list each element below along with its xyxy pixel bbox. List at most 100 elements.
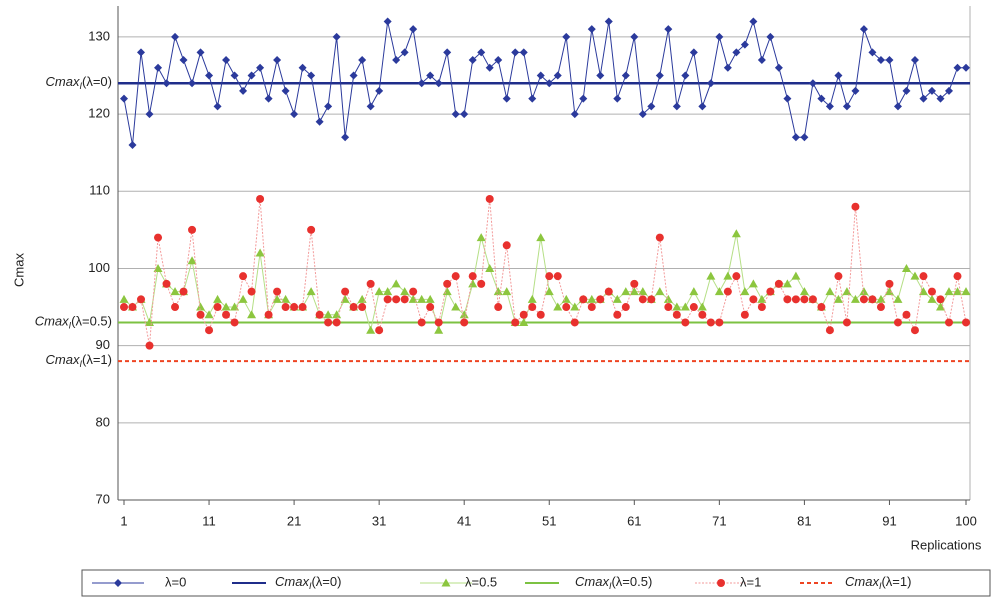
point bbox=[349, 303, 358, 312]
label-rest: (λ=0) bbox=[82, 75, 112, 90]
point bbox=[553, 71, 562, 80]
point bbox=[119, 294, 129, 303]
point bbox=[876, 56, 885, 65]
point bbox=[851, 86, 860, 95]
point bbox=[120, 303, 128, 312]
point bbox=[315, 117, 324, 126]
point bbox=[706, 79, 715, 88]
point bbox=[468, 279, 478, 288]
point bbox=[553, 272, 562, 281]
legend-marker bbox=[114, 579, 122, 587]
point bbox=[281, 86, 290, 95]
point bbox=[885, 279, 894, 288]
point bbox=[171, 303, 180, 312]
x-tick-label: 41 bbox=[457, 513, 471, 528]
point bbox=[689, 287, 699, 296]
point bbox=[332, 310, 342, 319]
x-tick-label: 91 bbox=[882, 513, 896, 528]
y-axis-label: Cmax bbox=[11, 253, 26, 287]
point bbox=[630, 32, 639, 41]
point bbox=[893, 102, 902, 111]
point bbox=[494, 303, 503, 312]
point bbox=[944, 86, 953, 95]
point bbox=[706, 271, 716, 280]
label-rest: (λ=0.5) bbox=[71, 314, 112, 329]
point bbox=[579, 295, 588, 304]
y-tick-label: 70 bbox=[96, 491, 110, 506]
point bbox=[562, 303, 571, 312]
point bbox=[681, 71, 690, 80]
point bbox=[222, 310, 231, 319]
point bbox=[868, 48, 877, 57]
point bbox=[323, 310, 333, 319]
point bbox=[247, 71, 256, 80]
point bbox=[774, 63, 783, 72]
point bbox=[799, 287, 809, 296]
x-tick-label: 21 bbox=[287, 513, 301, 528]
point bbox=[544, 287, 554, 296]
point bbox=[587, 25, 596, 34]
point bbox=[766, 32, 775, 41]
label-main: Cmax bbox=[46, 75, 80, 90]
point bbox=[307, 225, 316, 234]
point bbox=[383, 295, 392, 304]
point bbox=[570, 302, 580, 311]
point bbox=[698, 310, 707, 319]
point bbox=[740, 310, 749, 319]
point bbox=[485, 63, 494, 72]
point bbox=[842, 318, 851, 327]
point bbox=[655, 233, 664, 242]
y-tick-label: 130 bbox=[88, 28, 110, 43]
point bbox=[714, 287, 724, 296]
legend-label: λ=0.5 bbox=[465, 574, 497, 589]
point bbox=[128, 140, 137, 149]
point bbox=[885, 56, 894, 65]
point bbox=[128, 303, 137, 312]
point bbox=[638, 287, 648, 296]
point bbox=[833, 294, 843, 303]
point bbox=[706, 318, 715, 327]
point bbox=[936, 94, 945, 103]
point bbox=[426, 71, 435, 80]
point bbox=[341, 287, 350, 296]
point bbox=[281, 294, 291, 303]
point bbox=[196, 302, 206, 311]
point bbox=[680, 302, 690, 311]
point bbox=[919, 94, 928, 103]
point bbox=[502, 94, 511, 103]
point bbox=[638, 110, 647, 119]
reference-label: CmaxI(λ=0.5) bbox=[35, 314, 112, 331]
label-rest: (λ=0) bbox=[311, 574, 341, 589]
point bbox=[868, 295, 877, 304]
reference-label: CmaxI(λ=0) bbox=[46, 75, 112, 92]
x-tick-label: 31 bbox=[372, 513, 386, 528]
point bbox=[910, 326, 919, 335]
point bbox=[944, 287, 954, 296]
point bbox=[145, 110, 154, 119]
point bbox=[723, 287, 732, 296]
point bbox=[638, 295, 647, 304]
point bbox=[264, 94, 273, 103]
point bbox=[417, 318, 426, 327]
point bbox=[740, 287, 750, 296]
y-tick-label: 90 bbox=[96, 337, 110, 352]
point bbox=[783, 94, 792, 103]
point bbox=[451, 272, 460, 281]
point bbox=[749, 17, 758, 26]
x-tick-label: 11 bbox=[202, 513, 216, 528]
point bbox=[731, 229, 741, 238]
point bbox=[757, 303, 766, 312]
point bbox=[834, 272, 843, 281]
point bbox=[400, 287, 410, 296]
reference-label: CmaxI(λ=1) bbox=[46, 353, 112, 370]
label-sub: I bbox=[309, 581, 312, 591]
point bbox=[256, 63, 265, 72]
point bbox=[536, 71, 545, 80]
point bbox=[459, 310, 469, 319]
point bbox=[604, 287, 613, 296]
point bbox=[409, 287, 418, 296]
point bbox=[247, 310, 257, 319]
point bbox=[281, 303, 290, 312]
point bbox=[230, 71, 239, 80]
point bbox=[179, 287, 188, 296]
